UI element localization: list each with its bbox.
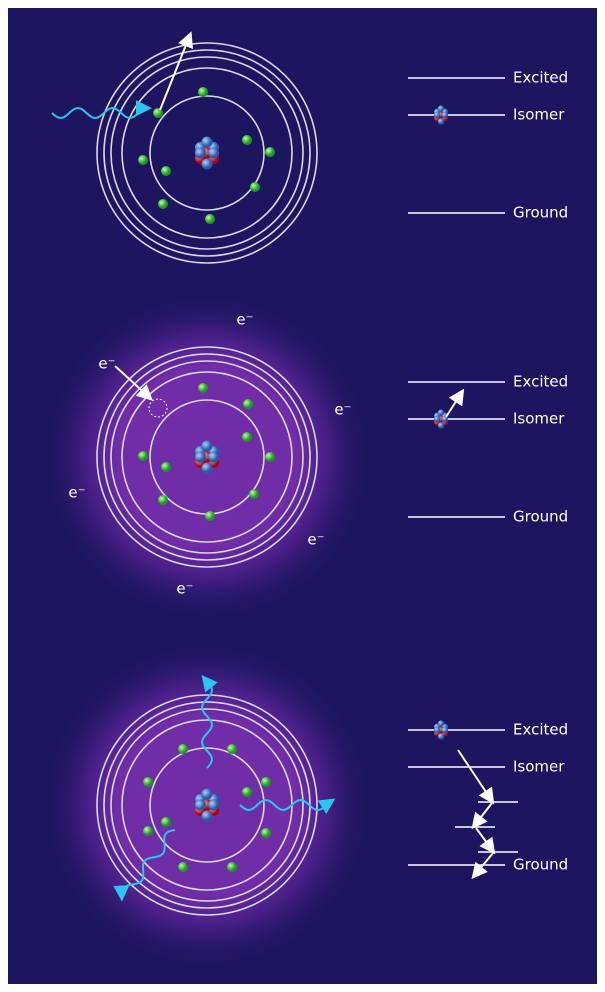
nucleon (433, 415, 441, 423)
electron (158, 199, 168, 209)
nucleon (194, 147, 206, 159)
electron (242, 432, 252, 442)
electron (158, 495, 168, 505)
ejected-arrow (159, 31, 193, 111)
electron (242, 135, 252, 145)
level-label: Ground (513, 204, 568, 222)
nucleon (201, 788, 213, 800)
decay-arrow (457, 749, 495, 805)
nucleon (441, 726, 449, 734)
gamma (200, 674, 218, 769)
level-label: Excited (513, 373, 568, 391)
nucleon (201, 136, 213, 148)
vacancy (148, 398, 168, 418)
electron (143, 826, 153, 836)
orbit (121, 67, 293, 239)
nucleon (201, 158, 213, 170)
orbit (103, 49, 311, 257)
nucleon (441, 111, 449, 119)
electron (227, 744, 237, 754)
nucleon (437, 105, 445, 112)
electron (250, 182, 260, 192)
decay-arrow (471, 852, 494, 880)
electron (265, 452, 275, 462)
nucleon (437, 118, 445, 125)
level-label: Ground (513, 856, 568, 874)
orbit (103, 353, 311, 561)
electron (138, 155, 148, 165)
electron (178, 862, 188, 872)
orbit (149, 747, 265, 863)
nucleon (201, 462, 213, 474)
decay-arrow (475, 827, 496, 855)
level-label: Isomer (513, 410, 565, 428)
electron (243, 399, 253, 409)
nucleon (194, 451, 206, 463)
electron (153, 108, 163, 118)
electron (198, 87, 208, 97)
level-label: Excited (513, 721, 568, 739)
nucleon (437, 720, 445, 727)
orbit (96, 42, 318, 264)
nucleon (437, 422, 445, 429)
nucleon (208, 147, 220, 159)
electron (227, 862, 237, 872)
electron (205, 511, 215, 521)
electron-label: e⁻ (68, 484, 85, 502)
orbit (96, 346, 318, 568)
orbit (110, 56, 304, 250)
excite-arrow (445, 388, 465, 418)
decay-arrow (471, 802, 493, 830)
orbit (121, 371, 293, 543)
nucleon (433, 111, 441, 119)
orbit (96, 694, 318, 916)
electron (205, 214, 215, 224)
orbit (149, 95, 265, 211)
nucleon (194, 799, 206, 811)
orbit (110, 708, 304, 902)
nucleon (208, 799, 220, 811)
level-label: Ground (513, 508, 568, 526)
electron-label: e⁻ (176, 580, 193, 598)
orbit (110, 360, 304, 554)
electron-label: e⁻ (334, 401, 351, 419)
electron (261, 828, 271, 838)
nucleon (433, 726, 441, 734)
electron (265, 147, 275, 157)
electron (261, 777, 271, 787)
electron (242, 787, 252, 797)
electron-label: e⁻ (236, 311, 253, 329)
level-label: Isomer (513, 106, 565, 124)
electron (178, 744, 188, 754)
photon (51, 100, 152, 120)
gamma (239, 798, 336, 814)
electron (138, 451, 148, 461)
level-label: Isomer (513, 758, 565, 776)
electron-label: e⁻ (307, 531, 324, 549)
nucleon (201, 810, 213, 822)
nucleon (437, 409, 445, 416)
nucleon (201, 440, 213, 452)
electron-arrow (114, 365, 153, 401)
level-label: Excited (513, 69, 568, 87)
electron (143, 777, 153, 787)
nucleon (208, 451, 220, 463)
electron (198, 383, 208, 393)
electron (161, 817, 171, 827)
gamma (113, 829, 176, 902)
electron-label: e⁻ (98, 355, 115, 373)
nucleon (437, 733, 445, 740)
nucleon (441, 415, 449, 423)
electron (161, 166, 171, 176)
electron (249, 489, 259, 499)
electron (161, 462, 171, 472)
